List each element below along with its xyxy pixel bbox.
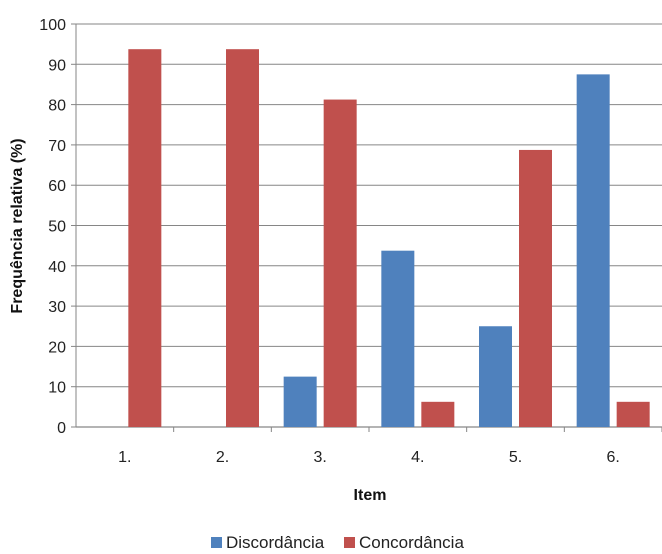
- y-tick-label: 40: [48, 259, 66, 276]
- x-axis-title: Item: [354, 487, 387, 504]
- axes: [71, 23, 662, 432]
- legend: Discordância Concordância: [211, 533, 464, 552]
- legend-label-discordancia: Discordância: [226, 533, 325, 552]
- legend-swatch-concordancia: [344, 537, 355, 548]
- bars: [128, 49, 650, 427]
- bar-discordancia-6: [576, 74, 610, 427]
- x-tick-label: 6.: [606, 449, 619, 466]
- y-tick-label: 0: [57, 420, 66, 437]
- legend-swatch-discordancia: [211, 537, 222, 548]
- bar-concordancia-1: [128, 49, 162, 427]
- bar-discordancia-5: [479, 326, 512, 427]
- y-tick-labels: 0 10 20 30 40 50 60 70 80 90 100: [39, 17, 66, 437]
- y-tick-label: 30: [48, 299, 66, 316]
- bar-concordancia-3: [323, 99, 357, 427]
- y-tick-label: 50: [48, 219, 66, 236]
- gridlines: [76, 23, 662, 388]
- legend-label-concordancia: Concordância: [359, 533, 464, 552]
- y-tick-label: 100: [39, 17, 66, 34]
- y-tick-label: 10: [48, 380, 66, 397]
- bar-discordancia-4: [381, 250, 415, 427]
- x-tick-label: 2.: [216, 449, 229, 466]
- y-axis-title: Frequência relativa (%): [9, 138, 26, 313]
- x-tick-label: 1.: [118, 449, 131, 466]
- x-tick-label: 5.: [509, 449, 522, 466]
- bar-concordancia-6: [616, 401, 650, 427]
- y-tick-label: 60: [48, 178, 66, 195]
- bar-concordancia-4: [421, 401, 455, 427]
- x-tick-label: 4.: [411, 449, 424, 466]
- bar-concordancia-5: [519, 149, 552, 427]
- x-tick-labels: 1. 2. 3. 4. 5. 6.: [118, 449, 620, 466]
- bar-concordancia-2: [226, 49, 259, 427]
- bar-discordancia-3: [283, 376, 317, 427]
- x-tick-label: 3.: [313, 449, 326, 466]
- y-tick-label: 90: [48, 57, 66, 74]
- y-tick-label: 80: [48, 98, 66, 115]
- y-tick-label: 20: [48, 339, 66, 356]
- y-tick-label: 70: [48, 138, 66, 155]
